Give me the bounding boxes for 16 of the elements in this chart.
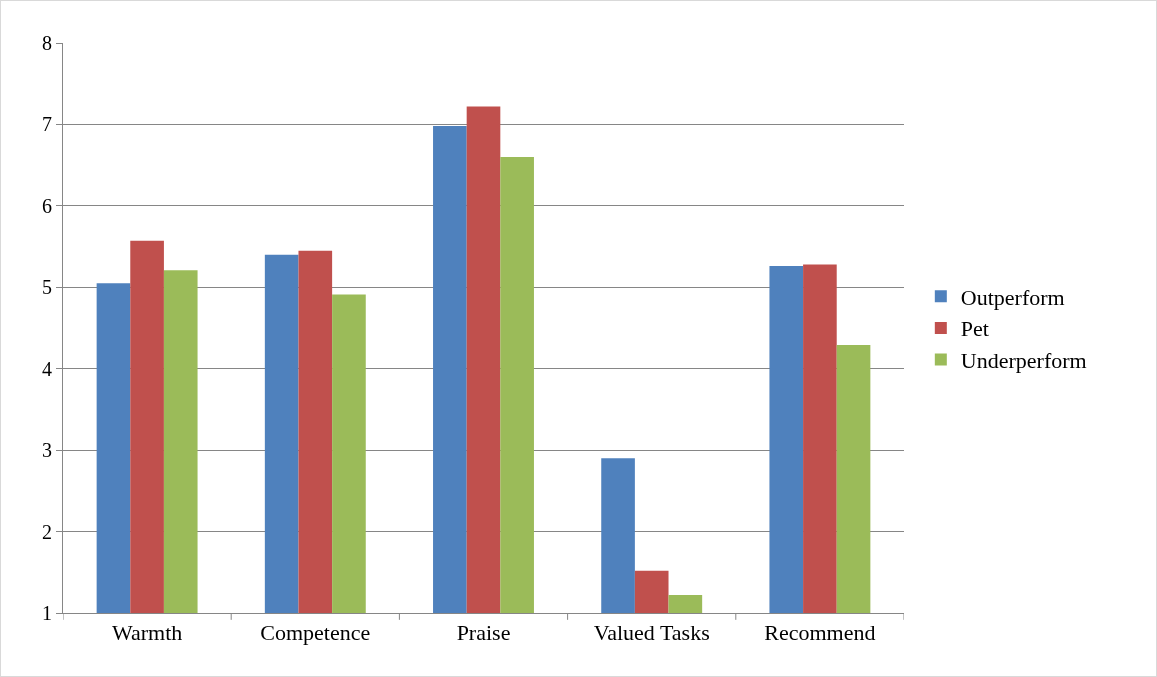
x-tick-label: Valued Tasks: [593, 620, 710, 646]
legend-label: Pet: [960, 316, 989, 342]
x-tick-label: Praise: [456, 620, 511, 646]
y-tick-label: 4: [42, 357, 52, 380]
y-tick-label: 2: [42, 520, 52, 543]
y-tick-label: 5: [42, 276, 52, 299]
y-tick-label: 8: [42, 32, 52, 54]
y-tick-label: 6: [42, 194, 52, 217]
legend-label: Outperform: [960, 284, 1065, 310]
x-tick-label: Warmth: [111, 620, 183, 646]
legend-label: Underperform: [960, 348, 1087, 374]
y-tick-label: 3: [42, 439, 52, 462]
y-tick-label: 7: [42, 113, 52, 136]
y-tick-label: 1: [42, 602, 52, 624]
x-tick-label: Competence: [260, 620, 371, 646]
x-tick-label: Recommend: [764, 620, 876, 646]
